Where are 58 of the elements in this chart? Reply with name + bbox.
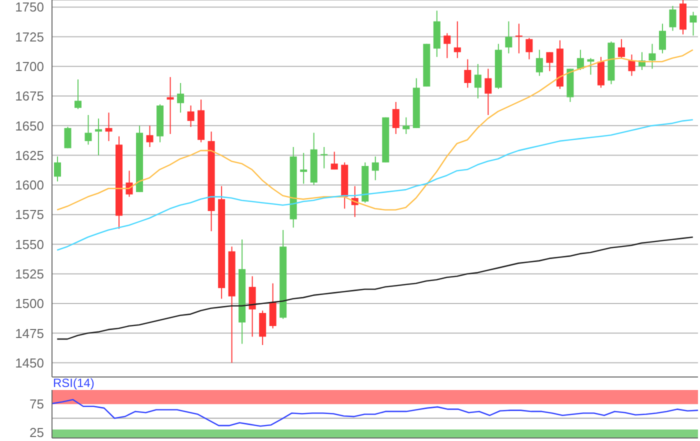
candlestick: [444, 32, 451, 59]
candlestick: [597, 56, 604, 88]
candlestick: [146, 125, 154, 148]
line-series: [51, 398, 699, 427]
y-tick-label: 1500: [15, 296, 44, 312]
candlestick: [177, 82, 184, 114]
candlestick: [658, 23, 666, 54]
candlestick: [105, 112, 112, 142]
y-tick-label: 1650: [15, 118, 44, 134]
y-tick-label: 1675: [15, 88, 44, 104]
candlestick: [484, 68, 492, 116]
series-label: RSI(14): [53, 376, 94, 390]
candlestick: [474, 64, 482, 99]
candlestick: [515, 23, 522, 54]
candlestick: [259, 310, 266, 346]
candlestick: [546, 52, 554, 72]
candlestick: [126, 170, 133, 198]
y-tick-label: 1575: [15, 207, 44, 222]
y-tick-label: 1600: [15, 178, 44, 193]
y-tick-label: 1625: [15, 148, 44, 163]
candlestick: [248, 276, 256, 338]
candlestick: [464, 58, 472, 88]
candlestick: [402, 116, 410, 134]
candlestick: [536, 49, 543, 76]
candlestick: [618, 38, 625, 59]
line-series: [56, 236, 694, 340]
candlestick: [576, 49, 584, 70]
candlestick: [628, 54, 636, 76]
candlestick: [526, 37, 533, 60]
line-series: [56, 49, 694, 210]
candlestick: [454, 20, 461, 59]
candlestick: [690, 11, 697, 36]
y-tick-label: 75: [30, 396, 44, 412]
line-series: [56, 119, 694, 251]
candlestick: [269, 282, 276, 329]
candlestick: [95, 118, 102, 156]
candlestick: [64, 126, 72, 149]
candlestick: [187, 105, 194, 128]
candlestick: [54, 156, 61, 182]
y-tick-label: 1475: [15, 326, 44, 341]
y-tick-label: 1750: [15, 0, 44, 15]
candlestick: [320, 146, 328, 169]
candlestick: [74, 78, 82, 110]
y-tick-label: 1725: [15, 29, 44, 44]
candlestick: [166, 76, 174, 134]
y-tick-label: 1550: [15, 236, 44, 252]
candlestick: [84, 114, 92, 146]
y-tick-label: 1700: [15, 59, 44, 74]
candlestick: [330, 151, 338, 170]
candlestick: [505, 20, 512, 54]
y-tick-label: 1525: [15, 266, 44, 282]
candlestick: [669, 5, 676, 32]
y-tick-label: 1450: [15, 355, 44, 370]
candlestick: [648, 43, 656, 70]
candlestick: [300, 152, 308, 184]
y-tick-label: 25: [30, 424, 44, 440]
candlestick: [392, 101, 400, 134]
candlestick: [372, 156, 379, 181]
